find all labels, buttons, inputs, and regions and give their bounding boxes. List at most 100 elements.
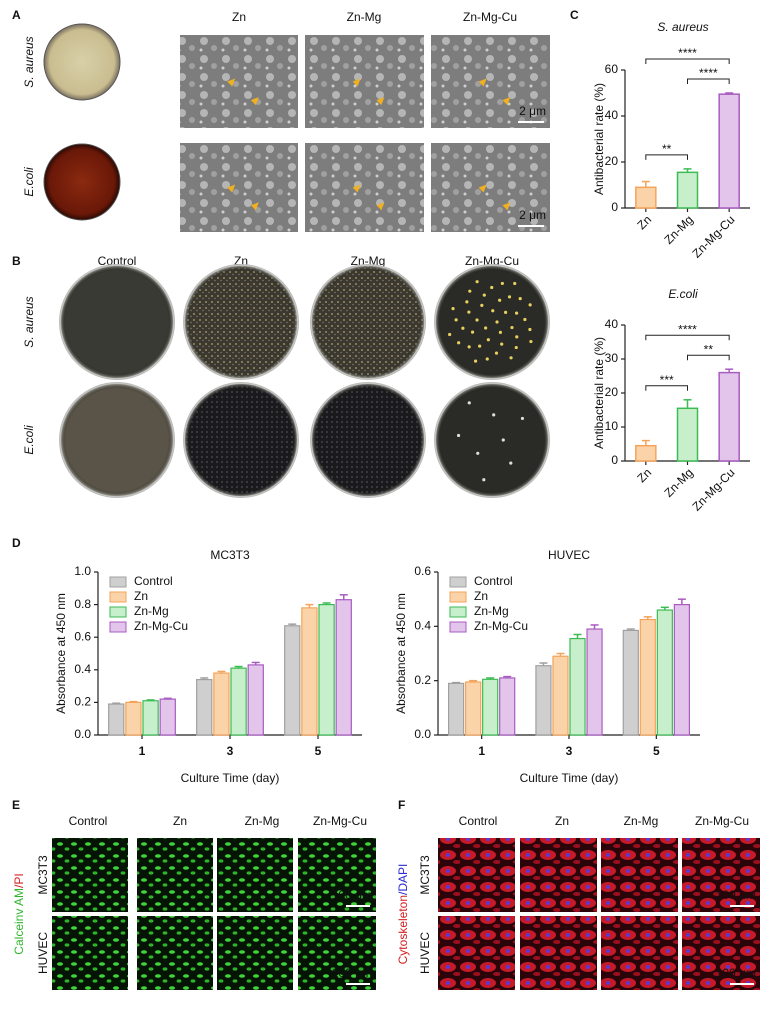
x-tick-label: Zn-Mg-Cu bbox=[689, 465, 737, 513]
legend-label: Zn bbox=[474, 589, 488, 603]
bar bbox=[301, 607, 318, 736]
y-tick-label: 40 bbox=[605, 108, 619, 122]
micrograph bbox=[217, 916, 293, 990]
bar bbox=[125, 701, 142, 736]
legend-swatch bbox=[449, 576, 467, 588]
micrograph bbox=[682, 916, 760, 990]
y-tick-label: 0.8 bbox=[74, 597, 91, 611]
legend-swatch bbox=[449, 621, 467, 633]
micrograph bbox=[438, 916, 515, 990]
stain-name: Calceinv AM bbox=[12, 888, 26, 955]
colony bbox=[500, 281, 504, 286]
arrowhead bbox=[250, 97, 259, 106]
bar bbox=[586, 628, 603, 736]
y-tick-label: 0.0 bbox=[74, 727, 91, 741]
x-tick-label: 5 bbox=[315, 744, 322, 758]
colony bbox=[500, 342, 504, 346]
petri-dish bbox=[43, 23, 121, 101]
column-label: Control bbox=[69, 814, 108, 828]
colony bbox=[514, 311, 519, 315]
colony bbox=[486, 338, 490, 342]
row-label: MC3T3 bbox=[418, 855, 432, 895]
bar bbox=[213, 672, 230, 736]
arrowhead bbox=[376, 202, 385, 211]
row-label: HUVEC bbox=[418, 932, 432, 974]
bar bbox=[465, 681, 482, 736]
colony bbox=[504, 310, 508, 314]
bar bbox=[676, 407, 699, 462]
legend-label: Zn-Mg bbox=[474, 604, 509, 618]
arrowhead bbox=[352, 184, 361, 193]
colony bbox=[456, 433, 461, 438]
legend-swatch bbox=[449, 591, 467, 603]
colony bbox=[518, 297, 522, 301]
colony bbox=[509, 461, 513, 465]
bar bbox=[448, 682, 465, 736]
bar bbox=[142, 700, 159, 736]
colony bbox=[484, 326, 488, 330]
micrograph bbox=[298, 838, 376, 912]
y-tick-label: 60 bbox=[605, 62, 619, 76]
significance-bracket bbox=[645, 334, 730, 341]
arrowhead bbox=[250, 202, 259, 211]
bar bbox=[569, 637, 586, 736]
column-label: Control bbox=[459, 814, 498, 828]
sem-image bbox=[305, 35, 424, 128]
stain-name: Cytoskeleton bbox=[396, 895, 410, 964]
bar bbox=[635, 186, 657, 209]
bar bbox=[482, 678, 499, 736]
sem-image bbox=[431, 35, 550, 128]
arrowhead bbox=[227, 78, 236, 87]
colony bbox=[485, 357, 489, 361]
colony bbox=[475, 318, 479, 322]
dish-rim bbox=[435, 383, 549, 497]
y-axis-label: Absorbance at 450 nm bbox=[394, 593, 408, 714]
y-tick-label: 30 bbox=[605, 351, 619, 365]
bar bbox=[335, 599, 352, 736]
bar bbox=[639, 618, 656, 736]
sem-image bbox=[180, 143, 298, 232]
panel-label: F bbox=[398, 798, 405, 812]
arrowhead bbox=[227, 184, 236, 193]
column-label: Zn-Mg bbox=[245, 814, 280, 828]
colony bbox=[451, 307, 455, 311]
y-tick-label: 1.0 bbox=[74, 564, 91, 578]
y-tick-label: 0.4 bbox=[414, 619, 431, 633]
significance-label: **** bbox=[678, 46, 697, 60]
colony bbox=[467, 401, 471, 405]
dish-rim bbox=[60, 383, 174, 497]
dish-rim bbox=[435, 265, 549, 379]
y-tick-label: 20 bbox=[605, 154, 619, 168]
significance-bracket bbox=[645, 385, 688, 391]
bar bbox=[622, 629, 639, 736]
row-label: S. aureus bbox=[22, 36, 36, 87]
sem-image bbox=[431, 143, 550, 232]
colony bbox=[482, 293, 486, 297]
bar bbox=[108, 703, 125, 736]
arrowhead bbox=[478, 78, 487, 87]
colony bbox=[490, 285, 494, 290]
bar bbox=[673, 603, 690, 736]
colony bbox=[528, 303, 532, 307]
significance-label: **** bbox=[699, 66, 718, 80]
petri-dish bbox=[43, 143, 121, 221]
x-tick-label: Zn bbox=[634, 212, 654, 232]
scale-bar-label: 100 μm bbox=[332, 966, 372, 980]
micrograph bbox=[601, 916, 678, 990]
x-tick-label: 1 bbox=[478, 744, 485, 758]
micrograph bbox=[52, 916, 128, 990]
arrowhead bbox=[478, 184, 487, 193]
chart-title: HUVEC bbox=[548, 548, 590, 562]
micrograph bbox=[438, 838, 515, 912]
micrograph bbox=[298, 916, 376, 990]
dish-rim bbox=[184, 383, 298, 497]
row-label: MC3T3 bbox=[36, 855, 50, 895]
stain-label: Calceinv AM/PI bbox=[12, 873, 26, 954]
colony bbox=[529, 339, 533, 344]
colony bbox=[491, 309, 495, 313]
y-tick-label: 0.2 bbox=[414, 673, 431, 687]
x-tick-label: Zn-Mg bbox=[661, 465, 695, 499]
stain-label: Cytoskeleton/DAPI bbox=[396, 864, 410, 965]
y-axis-label: Absorbance at 450 nm bbox=[54, 593, 68, 714]
column-label: Zn-Mg-Cu bbox=[465, 254, 519, 268]
